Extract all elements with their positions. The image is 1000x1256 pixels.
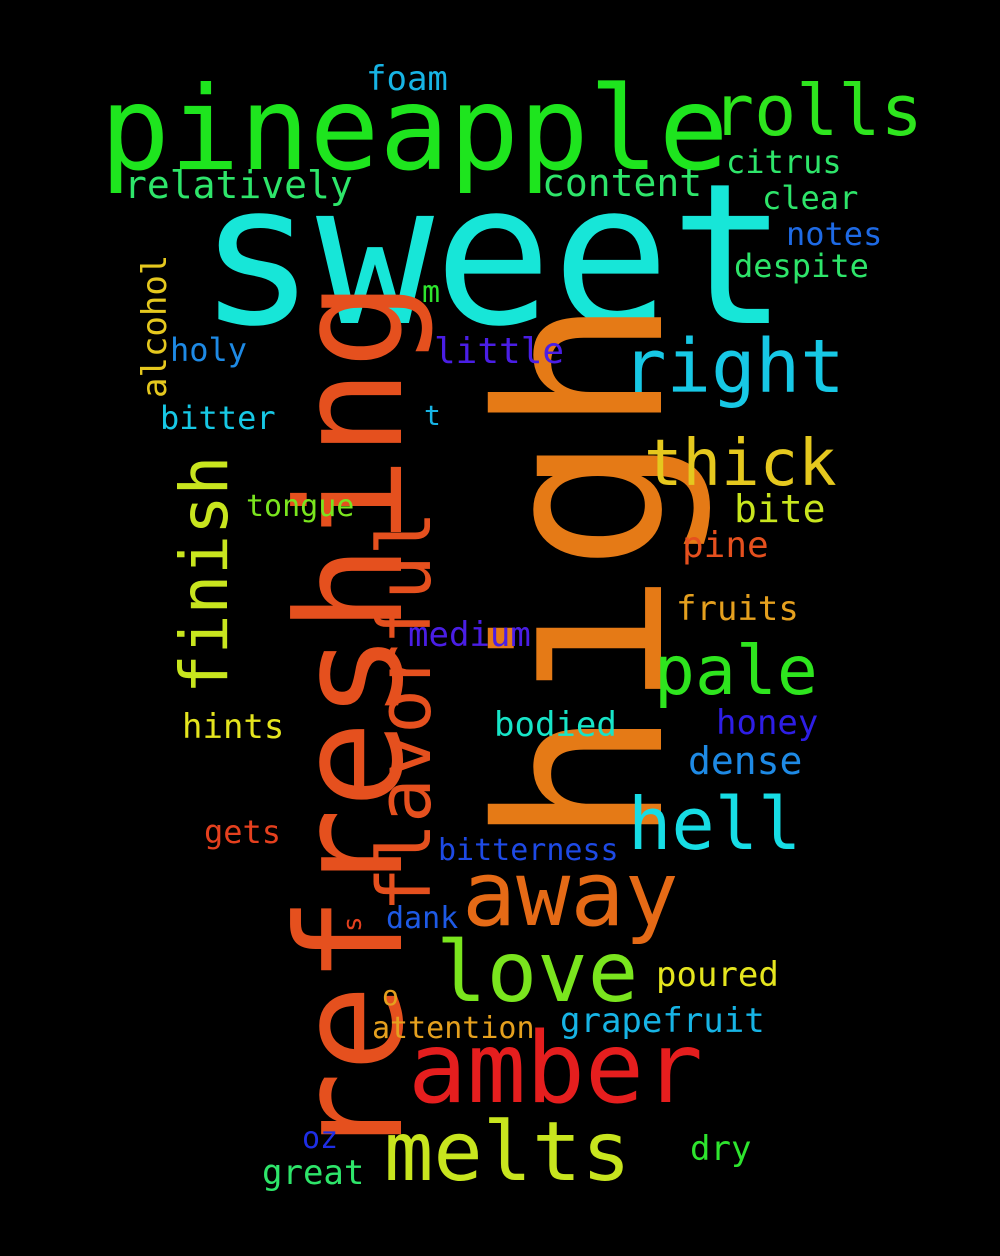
word-holy: holy xyxy=(170,331,248,369)
word-bitter: bitter xyxy=(160,399,276,437)
word-thick: thick xyxy=(644,427,837,501)
word-bodied: bodied xyxy=(494,705,617,745)
word-fruits: fruits xyxy=(676,589,799,629)
word-hints: hints xyxy=(182,707,285,747)
word-medium: medium xyxy=(408,615,531,655)
word-despite: despite xyxy=(734,247,869,285)
word-finish: finish xyxy=(166,455,243,694)
word-citrus: citrus xyxy=(726,143,842,181)
word-attention: attention xyxy=(372,1011,535,1046)
word-dense: dense xyxy=(688,739,803,783)
word-m: m xyxy=(422,275,441,310)
word-love: love xyxy=(436,923,639,1021)
word-foam: foam xyxy=(366,59,448,99)
word-o: o xyxy=(382,979,399,1012)
word-dry: dry xyxy=(690,1129,752,1169)
word-sweet: sweet xyxy=(198,142,789,370)
word-grapefruit: grapefruit xyxy=(560,1001,765,1041)
word-pine: pine xyxy=(682,525,769,566)
word-great: great xyxy=(262,1153,365,1193)
word-right: right xyxy=(622,324,845,410)
word-dank: dank xyxy=(386,901,459,936)
word-hell: hell xyxy=(628,782,802,866)
word-bite: bite xyxy=(734,487,826,531)
word-pineapple: pineapple xyxy=(100,62,729,197)
word-flavorful: flavorful xyxy=(362,511,448,912)
word-notes: notes xyxy=(786,215,883,253)
word-tongue: tongue xyxy=(246,489,355,524)
word-oz: oz xyxy=(302,1121,339,1156)
word-bitterness: bitterness xyxy=(438,833,619,868)
word-gets: gets xyxy=(204,813,282,851)
word-s: s xyxy=(338,916,368,932)
word-away: away xyxy=(462,842,679,947)
word-alcohol: alcohol xyxy=(135,254,175,398)
word-little: little xyxy=(434,331,565,372)
word-pale: pale xyxy=(654,632,818,711)
word-rolls: rolls xyxy=(712,70,923,152)
word-t: t xyxy=(424,399,441,432)
word-clear: clear xyxy=(762,179,859,217)
word-amber: amber xyxy=(408,1012,704,1126)
word-melts: melts xyxy=(384,1105,631,1200)
word-relatively: relatively xyxy=(124,163,353,207)
word-honey: honey xyxy=(716,703,819,743)
word-content: content xyxy=(542,161,703,205)
word-poured: poured xyxy=(656,955,779,995)
